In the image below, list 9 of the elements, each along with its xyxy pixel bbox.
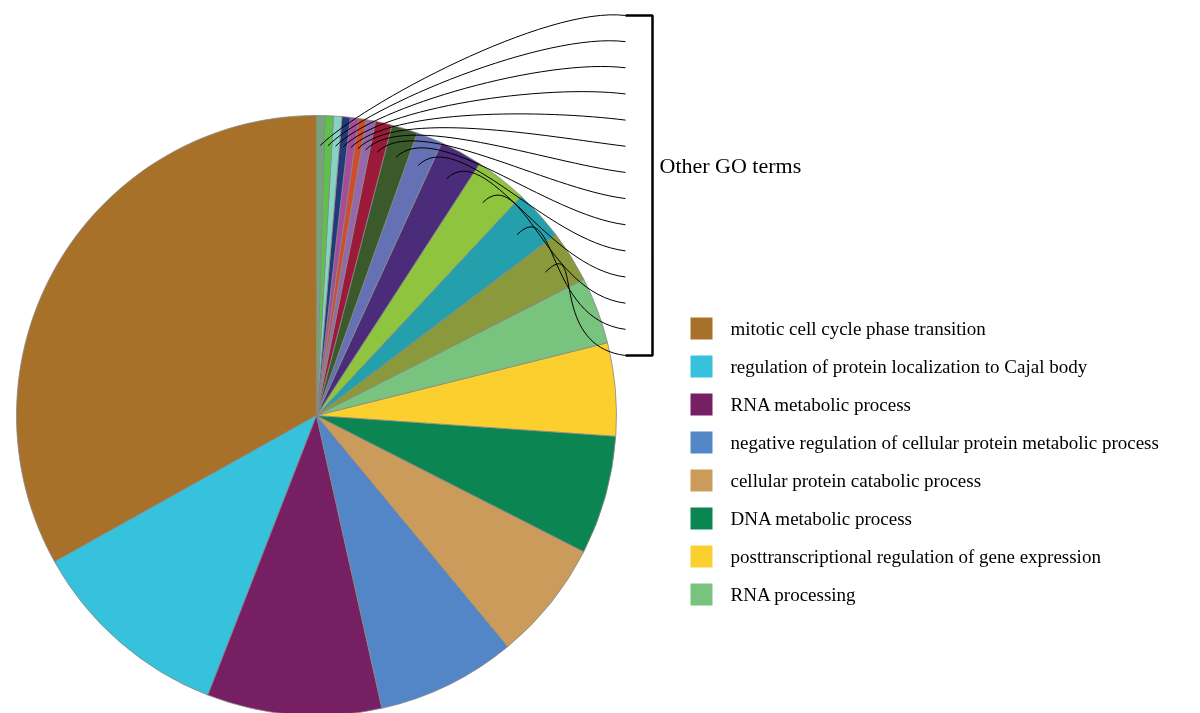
legend-label: cellular protein catabolic process [730, 470, 982, 491]
legend-label: regulation of protein localization to Cajal body [730, 356, 1088, 377]
legend-label: DNA metabolic process [730, 508, 913, 529]
legend-label: RNA processing [730, 584, 857, 605]
legend-label: posttranscriptional regulation of gene expression [730, 546, 1102, 567]
text: Other GO terms [659, 153, 802, 178]
legend-label: negative regulation of cellular protein metabolic process [730, 432, 1159, 453]
legend-label: mitotic cell cycle phase transition [730, 318, 987, 339]
legend-label: RNA metabolic process [730, 394, 911, 415]
